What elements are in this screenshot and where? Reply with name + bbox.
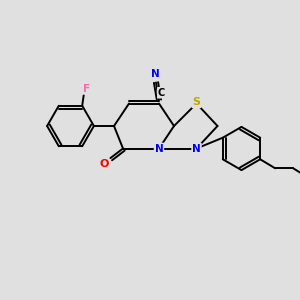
Text: S: S: [193, 97, 200, 107]
Text: F: F: [82, 84, 90, 94]
Text: C: C: [158, 88, 165, 98]
Text: N: N: [151, 69, 160, 79]
Text: N: N: [154, 143, 164, 154]
Text: N: N: [192, 143, 201, 154]
Text: O: O: [99, 159, 109, 169]
